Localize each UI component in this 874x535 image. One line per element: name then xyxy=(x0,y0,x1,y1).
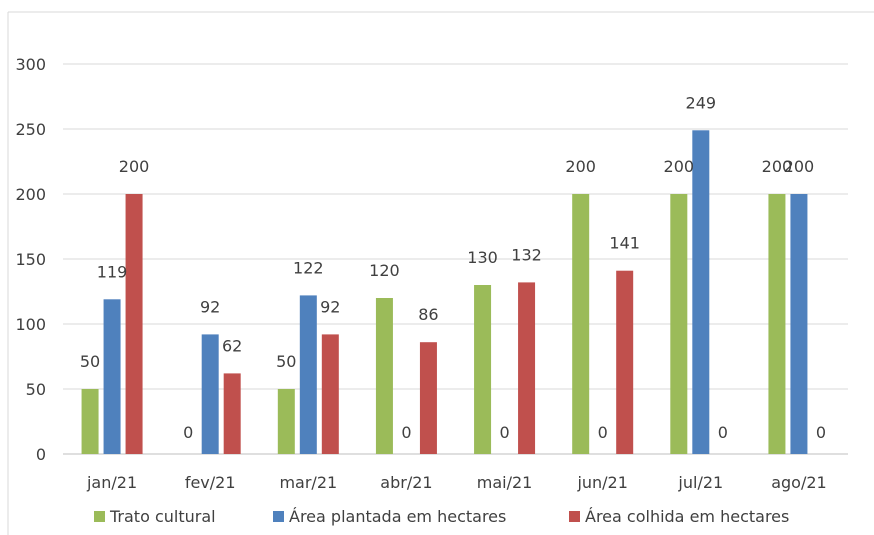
bar-trato xyxy=(81,389,99,454)
data-label: 141 xyxy=(609,234,640,253)
data-label: 120 xyxy=(369,261,400,280)
x-tick-label: jan/21 xyxy=(86,473,137,492)
bar-trato xyxy=(375,298,393,454)
data-label: 200 xyxy=(119,157,150,176)
legend-swatch-colhida xyxy=(569,511,580,522)
data-label: 50 xyxy=(276,352,296,371)
bar-colhida xyxy=(419,342,437,454)
legend-label-plantada: Área plantada em hectares xyxy=(289,507,506,526)
y-tick-label: 250 xyxy=(15,120,46,139)
x-tick-label: mar/21 xyxy=(279,473,337,492)
bar-colhida xyxy=(616,270,634,454)
gridlines xyxy=(63,63,848,455)
data-label: 92 xyxy=(200,297,220,316)
data-label: 122 xyxy=(293,258,324,277)
legend-swatch-plantada xyxy=(273,511,284,522)
x-tick-label: jul/21 xyxy=(677,473,723,492)
data-label: 200 xyxy=(565,157,596,176)
data-label: 200 xyxy=(784,157,815,176)
y-tick-label: 150 xyxy=(15,250,46,269)
bar-trato xyxy=(572,194,590,454)
data-label: 92 xyxy=(320,297,340,316)
bar-trato xyxy=(474,285,492,454)
chart-border xyxy=(7,11,874,535)
bar-trato xyxy=(277,389,295,454)
data-label: 0 xyxy=(718,423,728,442)
data-label: 119 xyxy=(97,262,128,281)
x-tick-label: abr/21 xyxy=(380,473,432,492)
bars xyxy=(81,130,808,455)
x-tick-label: jun/21 xyxy=(576,473,627,492)
legend: Trato cultural Área plantada em hectares Á… xyxy=(94,507,789,526)
bar-plantada xyxy=(103,299,121,454)
data-label: 62 xyxy=(222,336,242,355)
data-labels: 50 119 200 0 92 62 50 122 92 120 0 86 130 0 132 200 0 141… xyxy=(80,93,826,442)
data-label: 0 xyxy=(816,423,826,442)
y-tick-label: 0 xyxy=(36,445,46,464)
y-axis: 0 50 100 150 200 250 300 xyxy=(15,55,46,464)
data-label: 0 xyxy=(401,423,411,442)
x-axis: jan/21 fev/21 mar/21 abr/21 mai/21 jun/21 jul/… xyxy=(86,473,827,492)
data-label: 0 xyxy=(598,423,608,442)
bar-colhida xyxy=(125,194,143,454)
bar-plantada xyxy=(201,334,219,454)
bar-plantada xyxy=(790,194,808,454)
y-tick-label: 200 xyxy=(15,185,46,204)
bar-colhida xyxy=(518,282,536,454)
bar-plantada xyxy=(692,130,710,455)
data-label: 0 xyxy=(499,423,509,442)
bar-colhida xyxy=(223,373,241,454)
bar-colhida xyxy=(321,334,339,454)
y-tick-label: 50 xyxy=(26,380,46,399)
bar-trato xyxy=(670,194,688,454)
data-label: 86 xyxy=(418,305,438,324)
y-tick-label: 300 xyxy=(15,55,46,74)
data-label: 50 xyxy=(80,352,100,371)
x-tick-label: fev/21 xyxy=(185,473,236,492)
data-label: 200 xyxy=(664,157,695,176)
bar-plantada xyxy=(299,295,317,454)
data-label: 200 xyxy=(762,157,793,176)
bar-trato xyxy=(768,194,786,454)
x-tick-label: mai/21 xyxy=(477,473,533,492)
legend-swatch-trato xyxy=(94,511,105,522)
y-tick-label: 100 xyxy=(15,315,46,334)
data-label: 132 xyxy=(511,245,542,264)
data-label: 0 xyxy=(183,423,193,442)
data-label: 130 xyxy=(467,248,498,267)
legend-label-colhida: Área colhida em hectares xyxy=(585,507,789,526)
x-tick-label: ago/21 xyxy=(771,473,827,492)
legend-label-trato: Trato cultural xyxy=(109,507,216,526)
data-label: 249 xyxy=(686,93,717,112)
